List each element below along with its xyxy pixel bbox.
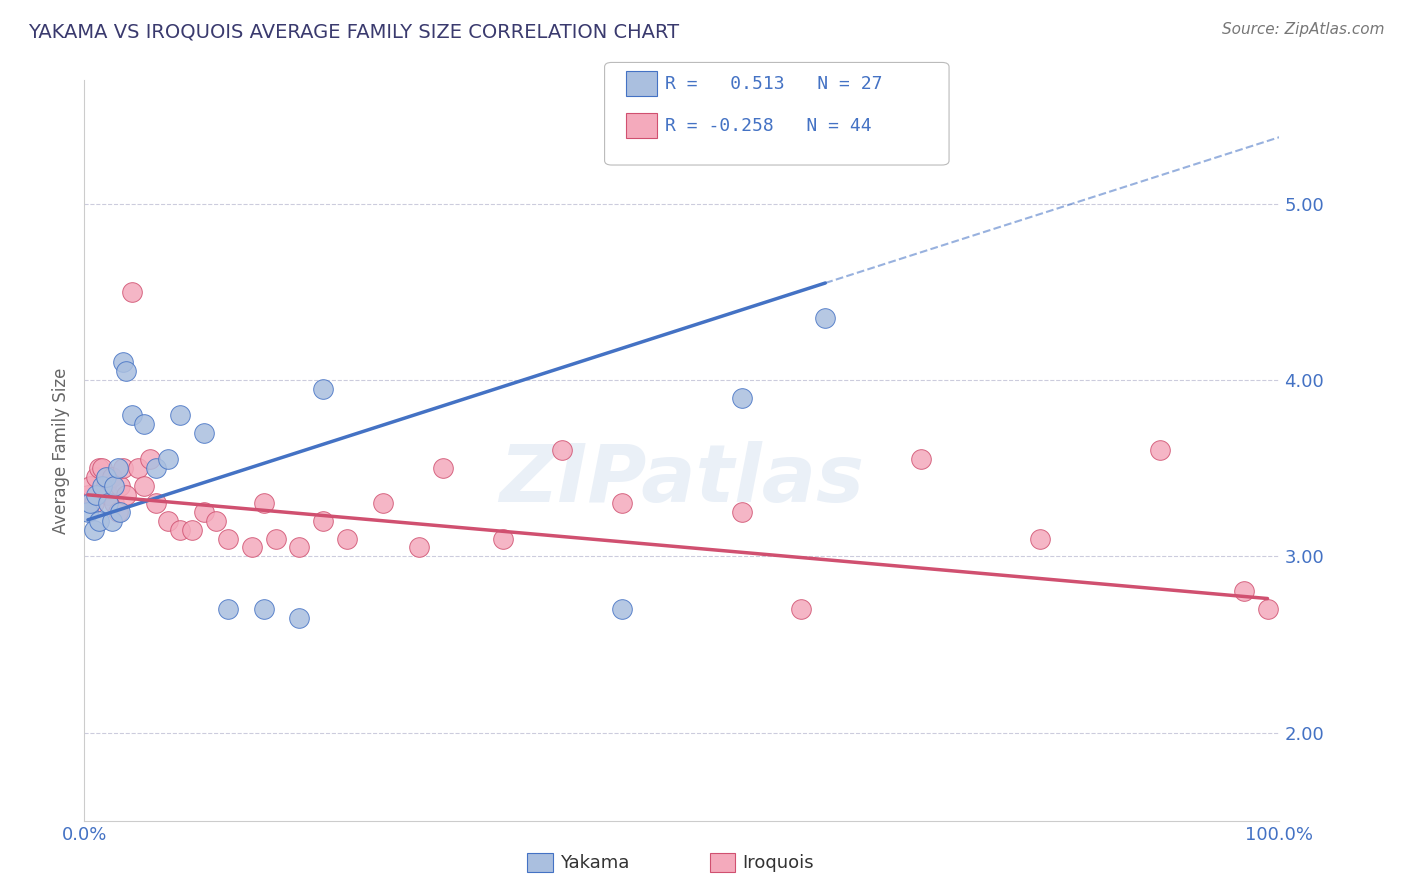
Point: [79, 479, 101, 493]
Point: [132, 479, 156, 493]
Point: [77, 505, 100, 519]
Point: [612, 496, 634, 510]
Point: [253, 602, 276, 616]
Point: [97, 487, 120, 501]
Point: [103, 496, 125, 510]
Point: [181, 523, 204, 537]
Point: [336, 532, 359, 546]
Point: [373, 496, 395, 510]
Text: Yakama: Yakama: [560, 854, 628, 871]
Point: [132, 417, 156, 431]
Point: [612, 602, 634, 616]
Point: [139, 452, 162, 467]
Point: [1149, 443, 1171, 458]
Point: [193, 425, 215, 440]
Point: [217, 602, 239, 616]
Text: R =   0.513   N = 27: R = 0.513 N = 27: [665, 75, 883, 93]
Point: [145, 461, 167, 475]
Point: [83, 523, 105, 537]
Point: [169, 523, 191, 537]
Point: [87, 461, 110, 475]
Point: [157, 514, 180, 528]
Point: [127, 461, 149, 475]
Point: [910, 452, 932, 467]
Text: Iroquois: Iroquois: [742, 854, 814, 871]
Point: [790, 602, 813, 616]
Text: YAKAMA VS IROQUOIS AVERAGE FAMILY SIZE CORRELATION CHART: YAKAMA VS IROQUOIS AVERAGE FAMILY SIZE C…: [28, 22, 679, 41]
Point: [97, 496, 120, 510]
Point: [107, 461, 129, 475]
Text: R = -0.258   N = 44: R = -0.258 N = 44: [665, 117, 872, 135]
Point: [1233, 584, 1256, 599]
Point: [94, 479, 117, 493]
Point: [312, 514, 335, 528]
Point: [121, 285, 143, 299]
Point: [240, 541, 263, 555]
Text: ZIPatlas: ZIPatlas: [499, 441, 865, 519]
Point: [91, 461, 114, 475]
Point: [145, 496, 167, 510]
Point: [86, 470, 108, 484]
Point: [169, 408, 191, 422]
Point: [110, 479, 132, 493]
Point: [101, 514, 124, 528]
Point: [110, 505, 132, 519]
Point: [79, 496, 101, 510]
Point: [91, 479, 114, 493]
Point: [115, 487, 138, 501]
Point: [121, 408, 143, 422]
Point: [77, 487, 100, 501]
Point: [87, 514, 110, 528]
Point: [492, 532, 515, 546]
Point: [731, 391, 754, 405]
Point: [111, 461, 134, 475]
Point: [94, 470, 117, 484]
Point: [115, 364, 138, 378]
Point: [312, 382, 335, 396]
Point: [432, 461, 454, 475]
Text: Source: ZipAtlas.com: Source: ZipAtlas.com: [1222, 22, 1385, 37]
Point: [83, 496, 105, 510]
Point: [551, 443, 574, 458]
Point: [814, 311, 837, 326]
Point: [193, 505, 215, 519]
Point: [103, 479, 125, 493]
Point: [101, 470, 124, 484]
Point: [86, 487, 108, 501]
Point: [408, 541, 430, 555]
Point: [288, 611, 311, 625]
Point: [731, 505, 754, 519]
Point: [205, 514, 228, 528]
Point: [107, 505, 129, 519]
Y-axis label: Average Family Size: Average Family Size: [52, 368, 70, 533]
Point: [1029, 532, 1052, 546]
Point: [111, 355, 134, 369]
Point: [264, 532, 287, 546]
Point: [253, 496, 276, 510]
Point: [288, 541, 311, 555]
Point: [217, 532, 239, 546]
Point: [1257, 602, 1279, 616]
Point: [157, 452, 180, 467]
